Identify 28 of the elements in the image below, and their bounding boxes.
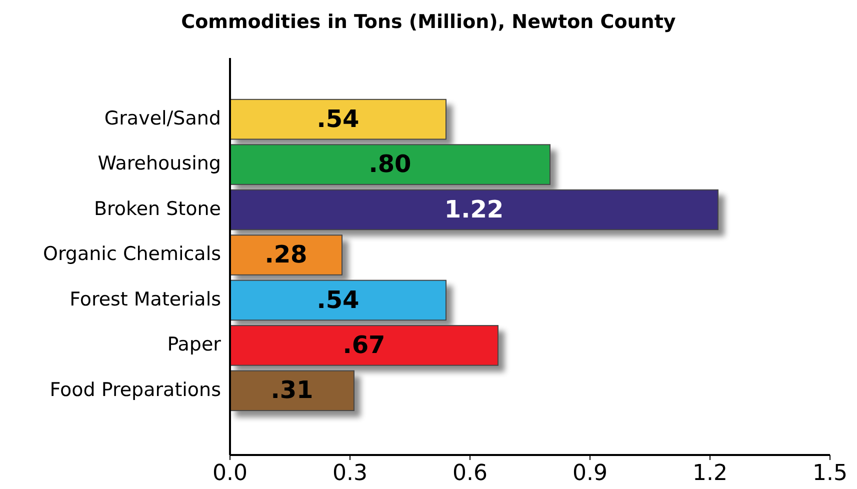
x-tick-label: 0.3 bbox=[332, 461, 368, 486]
y-tick-label: Forest Materials bbox=[70, 288, 221, 310]
bar bbox=[230, 98, 446, 140]
chart-title: Commodities in Tons (Million), Newton County bbox=[181, 11, 676, 33]
data-label: .54 bbox=[316, 286, 360, 314]
bar bbox=[230, 280, 446, 321]
data-label: .28 bbox=[264, 240, 308, 269]
y-tick-label: Broken Stone bbox=[94, 198, 221, 220]
data-label: .80 bbox=[368, 150, 412, 178]
x-tick-label: 0.0 bbox=[212, 461, 248, 486]
x-tick-label: 1.5 bbox=[812, 461, 848, 486]
data-label: 1.22 bbox=[444, 195, 504, 224]
bar bbox=[230, 144, 550, 185]
y-tick-label: Food Preparations bbox=[50, 378, 221, 401]
x-tick-label: 1.2 bbox=[692, 461, 728, 486]
y-tick-label: Paper bbox=[167, 334, 222, 356]
bar bbox=[230, 325, 498, 366]
y-tick-label: Gravel/Sand bbox=[104, 108, 221, 130]
data-label: .54 bbox=[316, 104, 360, 133]
bar bbox=[230, 234, 342, 276]
y-tick-label: Warehousing bbox=[98, 152, 221, 175]
y-tick-label: Organic Chemicals bbox=[43, 243, 221, 266]
bar bbox=[230, 370, 354, 412]
bar bbox=[230, 189, 718, 230]
x-tick-label: 0.6 bbox=[452, 461, 488, 486]
data-label: .67 bbox=[342, 331, 386, 360]
x-tick-label: 0.9 bbox=[572, 461, 608, 486]
data-label: .31 bbox=[270, 376, 314, 404]
